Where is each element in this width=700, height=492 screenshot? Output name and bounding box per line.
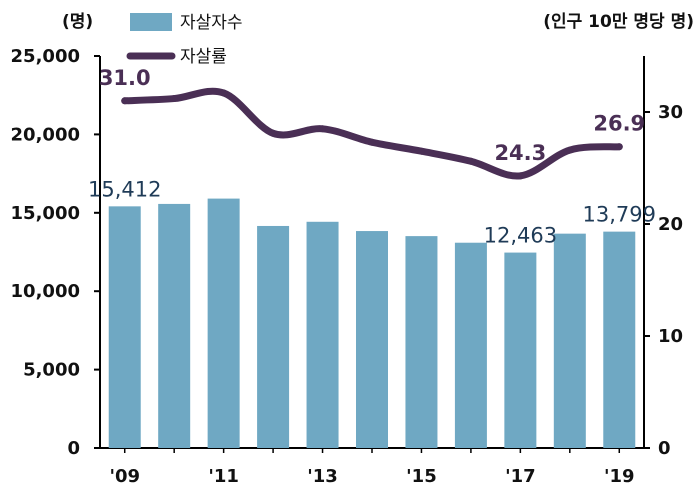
left-tick-label: 20,000 — [11, 124, 80, 145]
line-point — [467, 157, 475, 165]
x-tick-label: '11 — [208, 466, 239, 487]
bar — [207, 198, 240, 448]
bar — [108, 206, 141, 448]
left-tick-label: 25,000 — [11, 46, 80, 67]
left-tick-label: 15,000 — [11, 203, 80, 224]
axes: 0 5,000 10,000 15,000 20,000 25,000 0 10 20 30 '09… — [11, 46, 684, 487]
x-tick-label: '17 — [505, 466, 536, 487]
left-tick-label: 10,000 — [11, 281, 80, 302]
bar-data-label: 12,463 — [484, 224, 557, 248]
data-labels: 15,412 12,463 13,799 31.0 24.3 26.9 — [88, 66, 656, 248]
line-point — [615, 143, 623, 151]
left-tick-label: 0 — [67, 438, 80, 459]
legend-label: 자살률 — [180, 47, 227, 67]
line-point — [220, 89, 228, 97]
bar — [257, 225, 290, 448]
line-point — [121, 97, 129, 105]
bars-series — [108, 198, 636, 448]
bar — [504, 252, 537, 448]
line-series — [121, 87, 623, 180]
line-data-label: 31.0 — [99, 66, 151, 90]
bar — [405, 236, 438, 448]
line-point — [566, 146, 574, 154]
line-data-label: 26.9 — [593, 112, 645, 136]
right-tick-label: 0 — [658, 438, 671, 459]
bar — [553, 233, 586, 448]
bar — [158, 203, 191, 448]
line-point — [368, 138, 376, 146]
bar — [603, 231, 636, 448]
bar-data-label: 15,412 — [88, 177, 161, 201]
line-point — [319, 125, 327, 133]
right-tick-label: 20 — [658, 214, 683, 235]
bar-data-label: 13,799 — [583, 203, 656, 227]
x-tick-label: '15 — [406, 466, 437, 487]
x-tick-label: '13 — [307, 466, 338, 487]
legend-label: 자살자수 — [180, 13, 243, 33]
x-tick-label: '19 — [604, 466, 635, 487]
line-point — [170, 95, 178, 103]
x-tick-label: '09 — [109, 466, 140, 487]
legend-swatch-bar — [130, 13, 172, 31]
line-data-label: 24.3 — [494, 141, 546, 165]
right-tick-label: 10 — [658, 326, 683, 347]
right-axis-unit: (인구 10만 명당 명) — [543, 12, 694, 32]
line-point — [269, 129, 277, 137]
line-point — [516, 172, 524, 180]
bar — [356, 231, 388, 448]
bar — [306, 221, 339, 448]
line-point — [417, 147, 425, 155]
bar — [454, 242, 487, 448]
left-axis-unit: (명) — [62, 12, 93, 32]
left-tick-label: 5,000 — [23, 360, 80, 381]
right-tick-label: 30 — [658, 102, 683, 123]
